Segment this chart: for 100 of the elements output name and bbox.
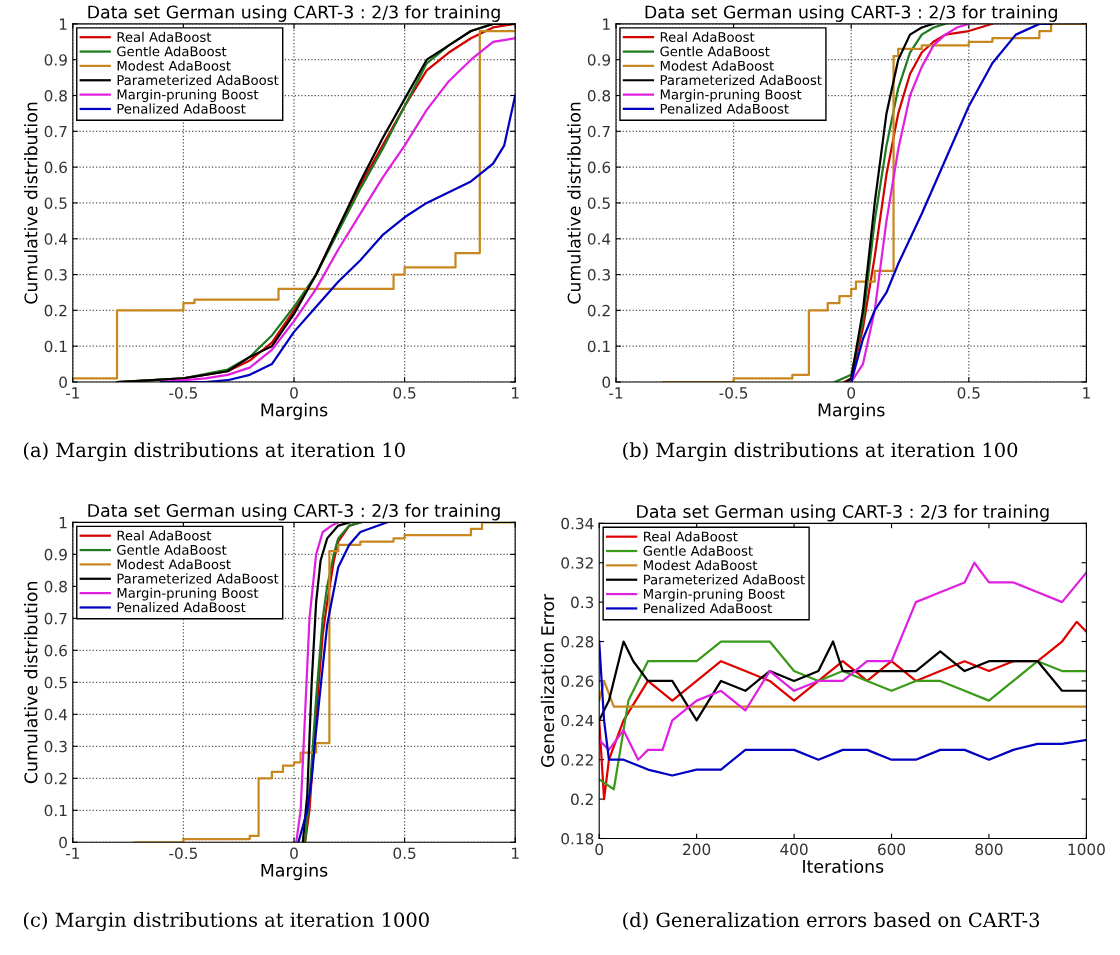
chart-title: Data set German using CART-3 : 2/3 for training [637,504,1049,522]
y-tick-label: 0.5 [44,676,67,689]
y-tick-label: 0.4 [587,233,611,245]
legend-label: Margin-pruning Boost [644,588,785,602]
y-tick-label: 0.32 [561,557,593,569]
x-tick-label: 1000 [1068,843,1105,856]
y-tick-label: 0.24 [561,714,594,727]
y-tick-label: 0.18 [561,832,594,845]
chart-title: Data set German using CART-3 : 2/3 for training [645,5,1057,22]
x-tick-label: 0.5 [393,847,416,859]
line-series [850,23,970,382]
y-tick-label: 0.1 [44,804,67,817]
text: (d) Generalization errors based on CART-3 [623,912,1040,930]
x-tick-label: 0.5 [957,387,980,399]
legend-label: Modest AdaBoost [117,559,231,570]
x-tick-label: 600 [878,843,906,856]
x-tick-label: -0.5 [719,387,748,399]
y-tick-label: 0.6 [587,161,611,174]
x-tick-label: -1 [65,847,80,859]
legend-label: Real AdaBoost [117,31,212,43]
y-tick-label: 0.3 [44,740,67,753]
x-tick-label: 1 [512,387,519,399]
y-tick-label: 0.2 [571,793,593,806]
text: (b) Margin distributions at iteration 100 [623,442,1018,462]
legend-label: Penalized AdaBoost [660,103,789,114]
y-tick-label: 0.8 [44,89,67,102]
line-series [833,23,947,382]
x-axis-title: Margins [261,863,328,881]
y-tick-label: 0.3 [44,269,67,281]
x-axis-title: Margins [818,403,885,420]
x-tick-label: 0.5 [393,387,416,399]
y-tick-label: 0.3 [571,596,594,609]
y-tick-label: 0.1 [44,340,67,353]
x-tick-label: 0 [290,847,298,859]
x-tick-label: -1 [65,387,80,399]
legend-label: Penalized AdaBoost [117,602,246,613]
x-tick-label: 0 [847,387,856,399]
y-tick-label: 0.9 [587,54,611,66]
legend-label: Gentle AdaBoost [660,46,770,57]
x-tick-label: 1 [1083,387,1090,399]
y-axis-title: Cumulative distribution [24,582,38,784]
y-tick-label: 1 [59,18,67,30]
legend-label: Real AdaBoost [117,530,212,541]
legend-label: Gentle AdaBoost [117,544,227,555]
y-tick-label: 0 [602,376,611,389]
line-series [303,522,362,843]
y-axis-title: Cumulative distribution [24,102,38,304]
legend-label: Real AdaBoost [660,31,755,43]
x-tick-label: 800 [975,843,1003,856]
legend-label: Parameterized AdaBoost [117,74,279,86]
legend-label: Margin-pruning Boost [117,587,259,601]
y-tick-label: 0.2 [587,304,610,317]
y-tick-label: 0.5 [44,197,67,209]
line-series [599,561,1087,761]
x-tick-label: -0.5 [169,387,197,399]
y-tick-label: 0.5 [587,197,610,209]
legend-label: Parameterized AdaBoost [117,573,279,584]
y-tick-label: 0 [59,376,67,389]
y-tick-label: 0.7 [44,612,67,625]
y-tick-label: 1 [59,517,67,529]
y-tick-label: 1 [603,18,610,30]
legend-label: Margin-pruning Boost [660,89,802,102]
chart-title: Data set German using CART-3 : 2/3 for training [88,5,500,22]
y-tick-label: 0.6 [44,644,67,657]
line-series [295,522,340,843]
y-tick-label: 0.3 [587,269,610,281]
y-axis-title: Cumulative distribution [567,102,581,304]
legend-label: Parameterized AdaBoost [644,574,805,585]
legend-label: Modest AdaBoost [644,559,758,571]
y-tick-label: 0.9 [44,54,67,66]
y-tick-label: 0.1 [587,340,610,353]
legend-label: Modest AdaBoost [117,60,231,71]
legend-label: Margin-pruning Boost [117,89,259,102]
x-tick-label: -1 [609,387,623,399]
legend-label: Penalized AdaBoost [644,603,772,614]
y-tick-label: 0.22 [561,754,593,766]
x-tick-label: 400 [780,843,808,856]
y-tick-label: 0.2 [44,304,67,317]
legend-label: Real AdaBoost [644,531,738,542]
x-axis-title: Iterations [803,859,884,873]
y-axis-title: Generalization Error [540,593,555,767]
y-tick-label: 0.6 [44,161,67,174]
y-tick-label: 0.34 [561,517,594,530]
text: (a) Margin distributions at iteration 10 [23,442,405,462]
legend-label: Gentle AdaBoost [643,545,753,556]
legend-label: Gentle AdaBoost [117,46,227,57]
x-tick-label: 1 [512,847,519,859]
legend-label: Parameterized AdaBoost [660,74,822,86]
line-series [599,620,1087,801]
y-tick-label: 0.7 [44,125,67,138]
x-axis-title: Margins [261,403,328,420]
y-tick-label: 0.9 [44,548,67,561]
text: (c) Margin distributions at iteration 1000 [23,912,429,932]
y-tick-label: 0.28 [561,635,594,648]
chart-title: Data set German using CART-3 : 2/3 for training [88,503,500,521]
y-tick-label: 0.2 [44,772,67,785]
line-series [843,23,994,382]
legend-label: Penalized AdaBoost [117,103,246,114]
y-tick-label: 0.4 [44,708,68,721]
legend-label: Modest AdaBoost [660,60,774,71]
